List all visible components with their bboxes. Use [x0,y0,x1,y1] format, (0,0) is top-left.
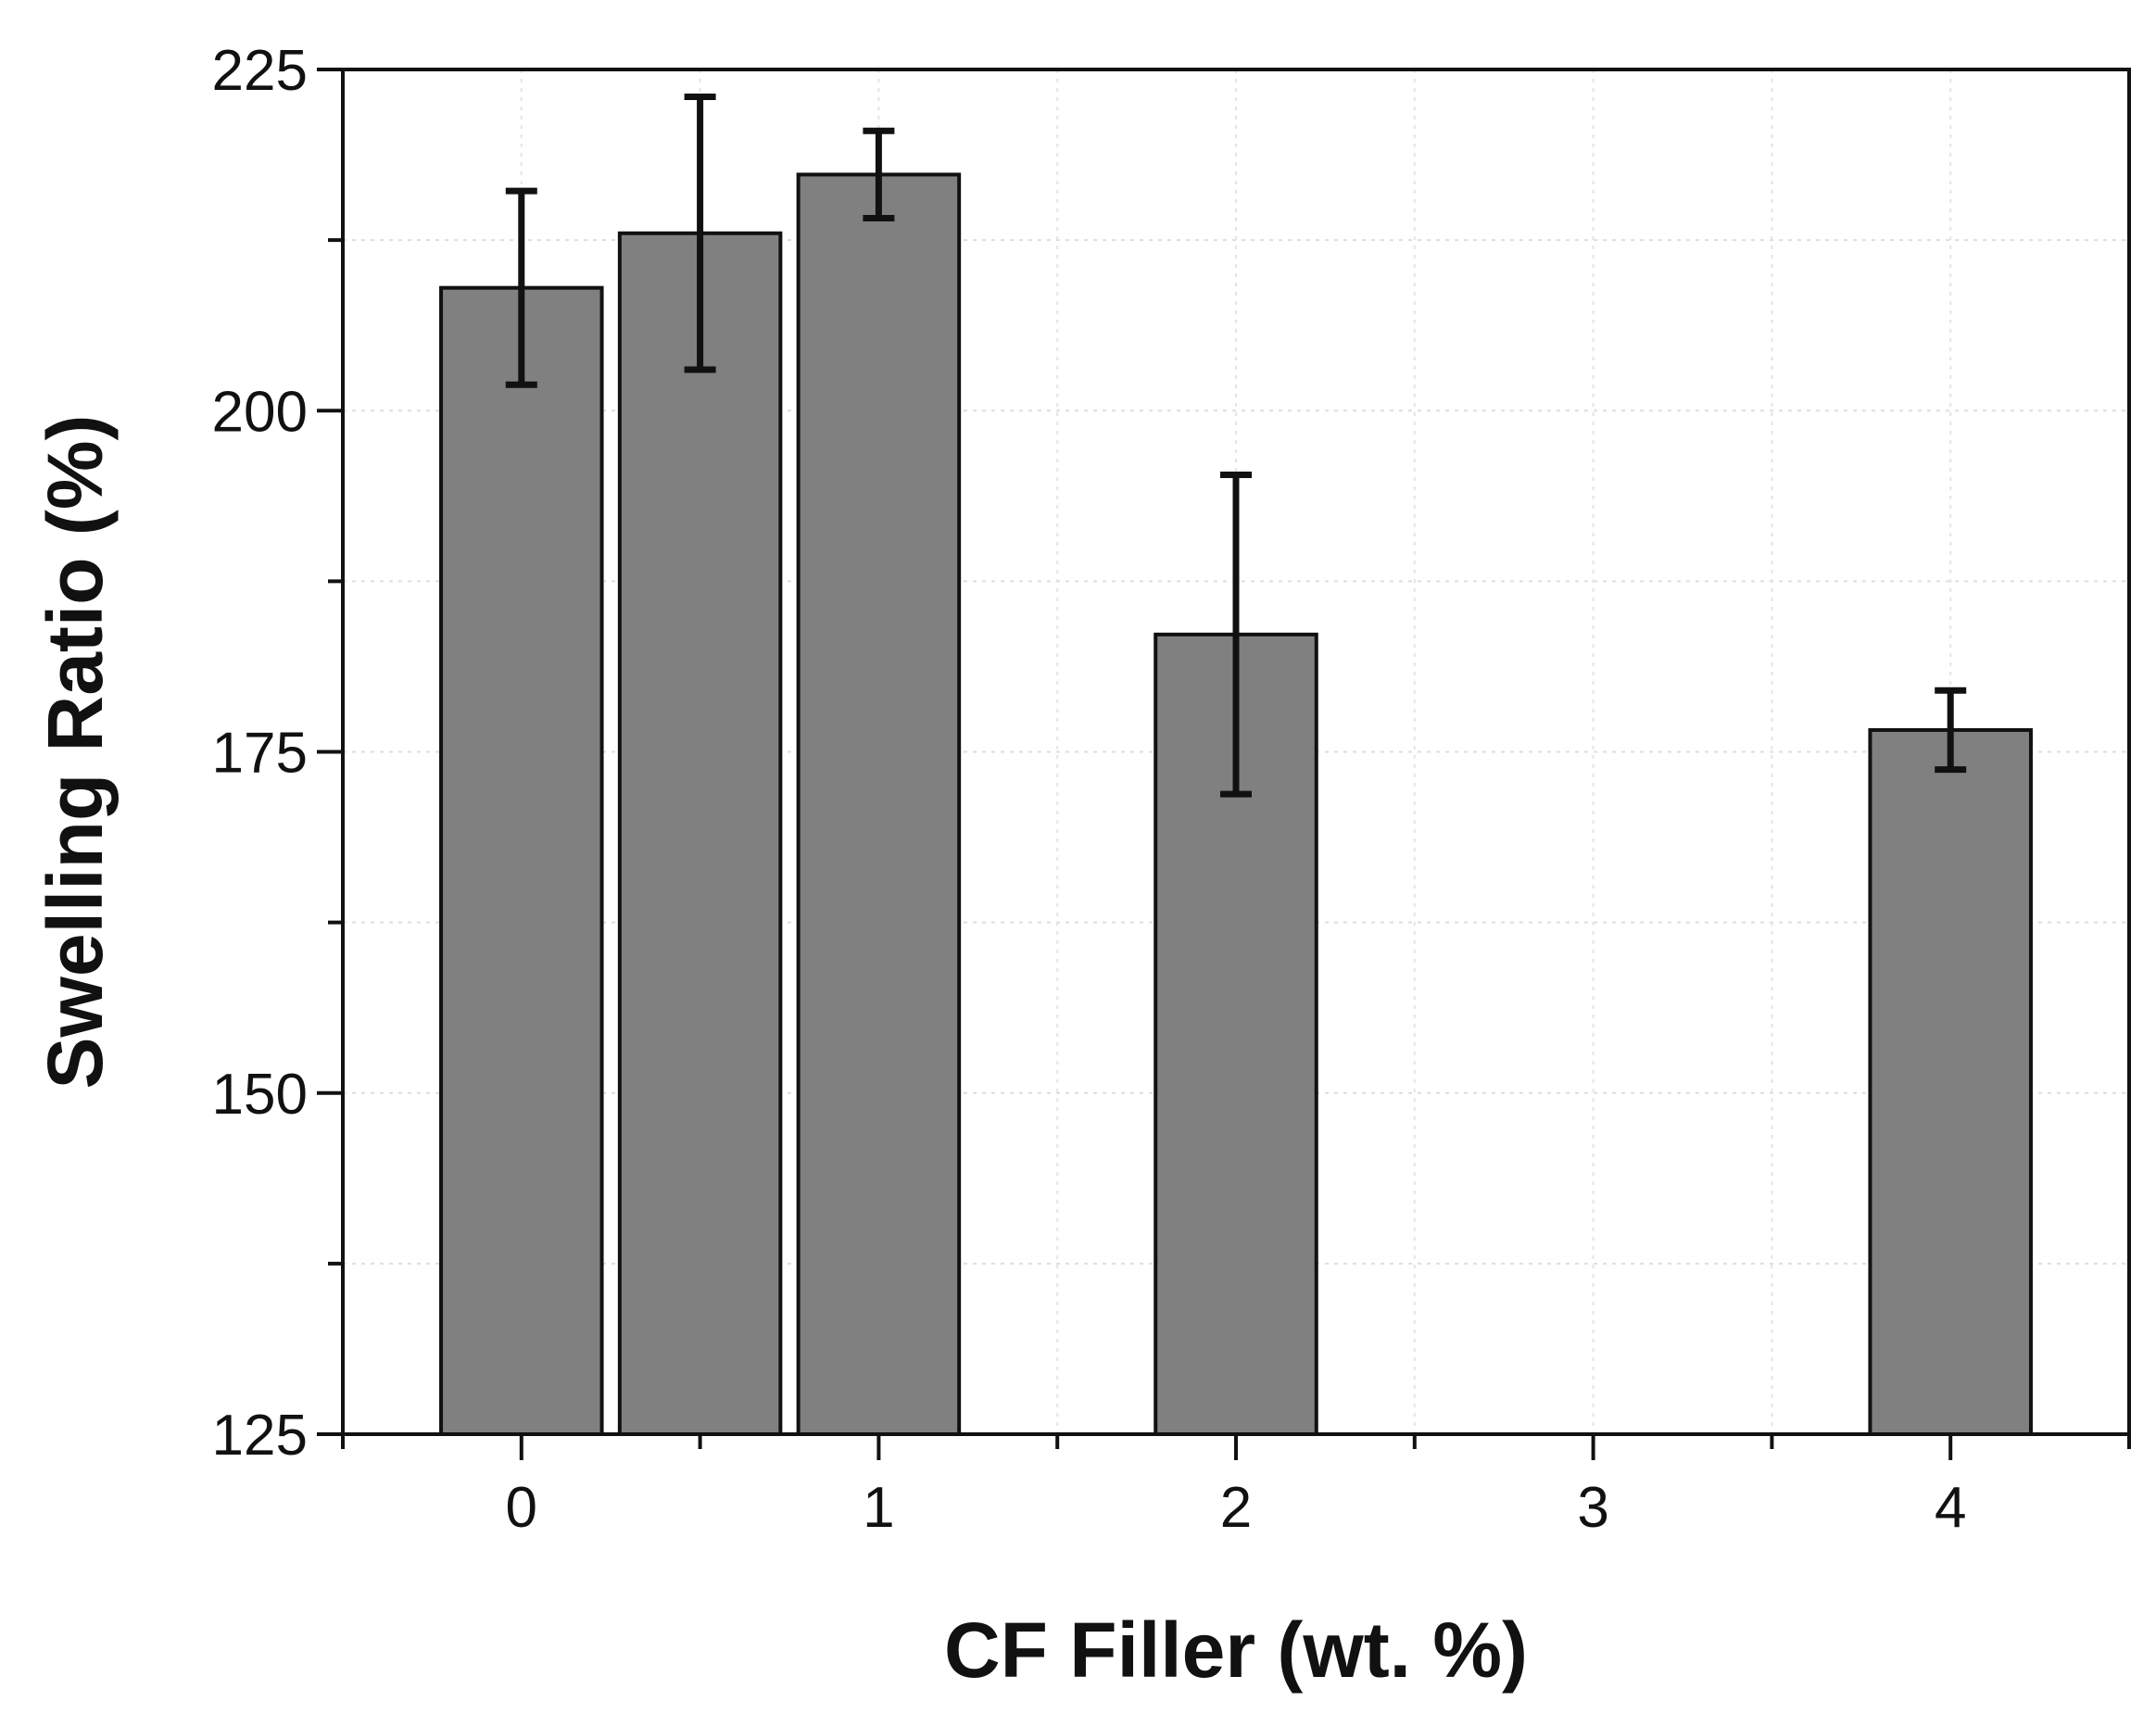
error-bars [505,93,1967,798]
y-tick-label: 150 [212,1063,308,1127]
x-tick-label: 3 [1577,1476,1608,1540]
bar [796,172,962,1436]
x-tick-label: 2 [1220,1476,1252,1540]
bars [439,172,2033,1436]
axis-ticks [317,68,2131,1460]
x-axis-title: CF Filler (wt. %) [944,1607,1528,1694]
y-tick-label: 175 [212,722,308,786]
bar [1868,727,2033,1436]
x-tick-label: 4 [1935,1476,1966,1540]
bar [617,231,783,1436]
y-tick-label: 225 [212,39,308,103]
y-tick-label: 200 [212,380,308,444]
bar [439,285,604,1436]
x-tick-label: 0 [506,1476,537,1540]
y-axis-title: Swelling Ratio (%) [32,414,119,1089]
y-tick-label: 125 [212,1404,308,1468]
tick-labels: 125 150 175 200 225 0 1 2 3 4 [212,39,1967,1540]
x-tick-label: 1 [863,1476,894,1540]
